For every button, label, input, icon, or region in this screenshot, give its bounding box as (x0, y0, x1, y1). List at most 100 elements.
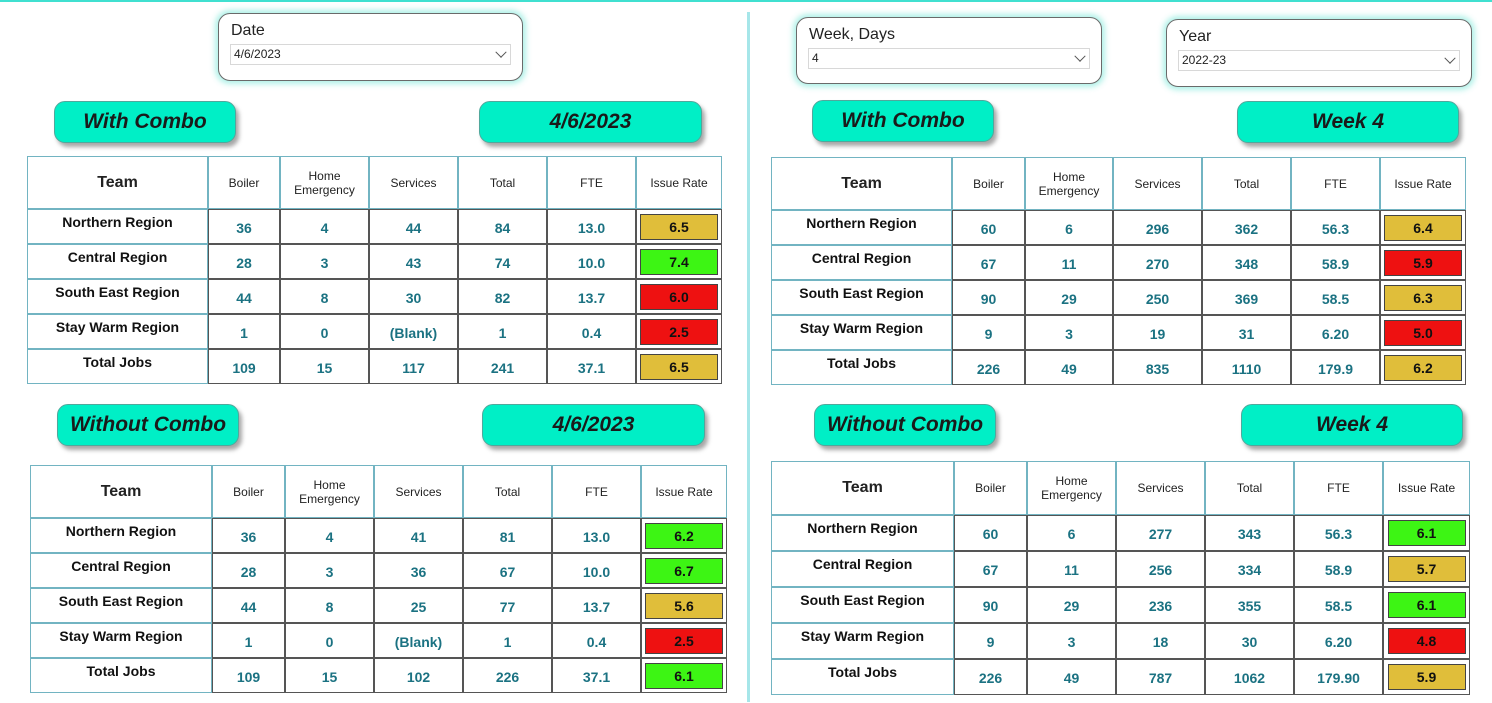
team-name: Northern Region (771, 515, 954, 551)
boiler-value: 67 (954, 551, 1027, 587)
fte-value: 6.20 (1291, 315, 1380, 350)
column-header-home-emergency: Home Emergency (285, 465, 374, 518)
team-name: Central Region (771, 551, 954, 587)
chevron-down-icon (1444, 52, 1456, 64)
period-label: Week 4 (1241, 404, 1463, 446)
home-emergency-value: 3 (1027, 623, 1116, 659)
issue-rate-badge: 7.4 (640, 248, 718, 275)
services-value: 835 (1113, 350, 1202, 385)
date-slicer-title: Date (231, 22, 265, 39)
date-dropdown[interactable]: 4/6/2023 (230, 44, 511, 65)
fte-value: 58.5 (1291, 280, 1380, 315)
column-header-fte: FTE (552, 465, 641, 518)
services-value: 117 (369, 349, 458, 384)
week-dropdown-value: 4 (812, 51, 819, 65)
services-value: 25 (374, 588, 463, 623)
column-header-fte: FTE (547, 156, 636, 209)
total-value: 241 (458, 349, 547, 384)
boiler-value: 1 (212, 623, 285, 658)
column-header-total: Total (1202, 157, 1291, 210)
total-value: 30 (1205, 623, 1294, 659)
issue-rate-cell: 5.0 (1380, 315, 1466, 350)
issue-rate-badge: 6.2 (645, 522, 723, 549)
fte-value: 6.20 (1294, 623, 1383, 659)
total-value: 31 (1202, 315, 1291, 350)
issue-rate-cell: 6.2 (1380, 350, 1466, 385)
issue-rate-badge: 5.9 (1387, 664, 1466, 690)
year-dropdown[interactable]: 2022-23 (1178, 50, 1460, 71)
boiler-value: 60 (952, 210, 1025, 245)
boiler-value: 60 (954, 515, 1027, 551)
boiler-value: 67 (952, 245, 1025, 280)
total-value: 1110 (1202, 350, 1291, 385)
total-value: 369 (1202, 280, 1291, 315)
boiler-value: 28 (208, 244, 280, 279)
column-header-services: Services (1113, 157, 1202, 210)
total-value: 81 (463, 518, 552, 553)
column-header-team: Team (771, 461, 954, 515)
column-header-issue-rate: Issue Rate (1383, 461, 1470, 515)
team-name: Stay Warm Region (27, 314, 208, 349)
total-value: 1 (458, 314, 547, 349)
week-dropdown[interactable]: 4 (808, 48, 1090, 69)
column-header-services: Services (374, 465, 463, 518)
team-name: South East Region (30, 588, 212, 623)
period-label: 4/6/2023 (479, 101, 702, 143)
team-name: Northern Region (30, 518, 212, 553)
home-emergency-value: 0 (280, 314, 369, 349)
column-header-home-emergency: Home Emergency (1025, 157, 1113, 210)
column-header-total: Total (458, 156, 547, 209)
services-value: 102 (374, 658, 463, 693)
boiler-value: 36 (212, 518, 285, 553)
total-value: 77 (463, 588, 552, 623)
team-name: Northern Region (771, 210, 952, 245)
period-label: Week 4 (1237, 101, 1459, 143)
services-value: 277 (1116, 515, 1205, 551)
total-value: 226 (463, 658, 552, 693)
services-value: 296 (1113, 210, 1202, 245)
issue-rate-cell: 6.3 (1380, 280, 1466, 315)
issue-rate-badge: 6.1 (645, 662, 723, 689)
chevron-down-icon (495, 46, 507, 58)
home-emergency-value: 0 (285, 623, 374, 658)
home-emergency-value: 15 (285, 658, 374, 693)
home-emergency-value: 49 (1025, 350, 1113, 385)
issue-rate-badge: 6.4 (1384, 214, 1462, 241)
fte-value: 0.4 (552, 623, 641, 658)
top-accent-line (0, 0, 1492, 2)
team-name: Stay Warm Region (771, 315, 952, 350)
fte-value: 10.0 (547, 244, 636, 279)
total-value: 84 (458, 209, 547, 244)
boiler-value: 44 (212, 588, 285, 623)
fte-value: 56.3 (1291, 210, 1380, 245)
team-name: Central Region (771, 245, 952, 280)
issue-rate-badge: 6.5 (640, 353, 718, 380)
total-value: 1062 (1205, 659, 1294, 695)
issue-rate-badge: 6.1 (1387, 592, 1466, 618)
services-value: 18 (1116, 623, 1205, 659)
services-value: 44 (369, 209, 458, 244)
year-slicer: Year 2022-23 (1166, 19, 1472, 87)
home-emergency-value: 29 (1027, 587, 1116, 623)
fte-value: 13.7 (552, 588, 641, 623)
issue-rate-badge: 2.5 (645, 627, 723, 654)
home-emergency-value: 3 (280, 244, 369, 279)
issue-rate-badge: 5.7 (1387, 556, 1466, 582)
date-slicer: Date 4/6/2023 (218, 13, 523, 81)
team-name: Total Jobs (30, 658, 212, 693)
services-value: 41 (374, 518, 463, 553)
period-label: 4/6/2023 (482, 404, 705, 446)
issue-rate-badge: 5.6 (645, 592, 723, 619)
team-name: Northern Region (27, 209, 208, 244)
column-header-total: Total (1205, 461, 1294, 515)
issue-rate-badge: 6.7 (645, 557, 723, 584)
services-value: 250 (1113, 280, 1202, 315)
services-value: 19 (1113, 315, 1202, 350)
fte-value: 58.5 (1294, 587, 1383, 623)
issue-rate-cell: 5.9 (1380, 245, 1466, 280)
date-dropdown-value: 4/6/2023 (234, 47, 281, 61)
issue-rate-badge: 5.0 (1384, 319, 1462, 346)
boiler-value: 36 (208, 209, 280, 244)
combo-label: Without Combo (814, 404, 996, 446)
boiler-value: 109 (212, 658, 285, 693)
